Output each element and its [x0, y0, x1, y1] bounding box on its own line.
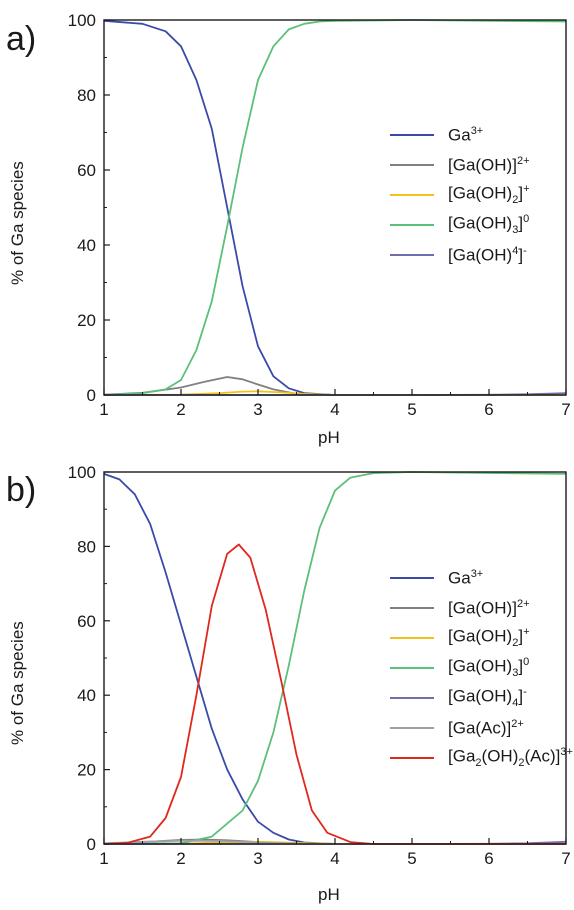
legend-item: [Ga(OH)]2+ — [390, 150, 530, 180]
y-tick-label: 0 — [87, 835, 96, 854]
legend: Ga3+ [Ga(OH)]2+ [Ga(OH)2]+ [Ga(OH)3]0 [Ga(OH… — [390, 120, 530, 270]
legend-label: [Ga(OH)]2+ — [448, 597, 530, 618]
legend-label: [Ga(OH)2]+ — [448, 183, 530, 207]
y-tick-label: 100 — [68, 463, 96, 482]
x-axis-label: pH — [318, 885, 340, 904]
x-tick-label: 1 — [99, 400, 108, 419]
y-tick-label: 20 — [77, 761, 96, 780]
panel-letter-a: a) — [6, 20, 37, 58]
legend-item: [Ga(OH)2]+ — [390, 623, 573, 653]
legend-label: [Ga(OH)4]- — [448, 686, 527, 710]
panel-letter-b: b) — [6, 471, 37, 509]
y-tick-label: 80 — [77, 537, 96, 556]
legend-item: [Ga(OH)4]- — [390, 683, 573, 713]
x-tick-label: 2 — [176, 849, 185, 868]
legend-label: [Ga(OH)]2+ — [448, 154, 530, 175]
y-tick-label: 100 — [68, 11, 96, 30]
plot-area: 1 2 3 4 5 6 7 0 20 40 60 80 100 — [68, 463, 571, 868]
x-tick-label: 5 — [407, 849, 416, 868]
legend-label: [Ga(Ac)]2+ — [448, 717, 524, 738]
chart-panel-a: a) % of Ga species pH 1 2 3 4 5 6 7 0 20 40 60 80 10… — [6, 11, 571, 447]
legend-swatch — [390, 194, 434, 196]
legend-item: Ga3+ — [390, 120, 530, 150]
x-tick-label: 5 — [407, 400, 416, 419]
legend-item: [Ga(Ac)]2+ — [390, 713, 573, 743]
legend-item: [Ga(OH)4]- — [390, 240, 530, 270]
y-tick-label: 60 — [77, 612, 96, 631]
legend-swatch — [390, 637, 434, 639]
x-tick-label: 4 — [330, 400, 339, 419]
legend-item: [Ga(OH)]2+ — [390, 593, 573, 623]
y-tick-label: 60 — [77, 161, 96, 180]
x-tick-label: 2 — [176, 400, 185, 419]
x-tick-label: 3 — [253, 400, 262, 419]
legend-label: Ga3+ — [448, 567, 484, 588]
legend-label: [Ga(OH)2]+ — [448, 626, 530, 650]
y-tick-label: 20 — [77, 311, 96, 330]
legend-swatch — [390, 697, 434, 699]
legend-swatch — [390, 577, 434, 579]
legend-swatch — [390, 164, 434, 166]
chart-panel-b: b) % of Ga species pH 1 2 3 4 5 6 7 0 20 40 60 80 10… — [0, 455, 574, 910]
legend-swatch — [390, 667, 434, 669]
legend-swatch — [390, 254, 434, 256]
x-tick-label: 1 — [99, 849, 108, 868]
x-tick-label: 7 — [561, 849, 570, 868]
series-line-4 — [103, 19, 567, 396]
legend-swatch — [390, 727, 434, 729]
legend-item: [Ga(OH)3]0 — [390, 653, 573, 683]
legend-swatch — [390, 224, 434, 226]
x-tick-label: 6 — [484, 849, 493, 868]
series-line-7 — [103, 543, 566, 845]
x-tick-label: 4 — [330, 849, 339, 868]
legend-item: [Ga(OH)3]0 — [390, 210, 530, 240]
legend-item: Ga3+ — [390, 563, 573, 593]
legend-swatch — [390, 757, 434, 759]
legend-item: [Ga2(OH)2(Ac)]3+ — [390, 743, 573, 773]
legend-label: Ga3+ — [448, 124, 484, 145]
series-line-4 — [103, 471, 567, 845]
plot-area: 1 2 3 4 5 6 7 0 20 40 60 80 100 — [68, 11, 571, 419]
legend-swatch — [390, 607, 434, 609]
legend-label: [Ga2(OH)2(Ac)]3+ — [448, 746, 573, 770]
x-tick-label: 6 — [484, 400, 493, 419]
y-tick-label: 40 — [77, 686, 96, 705]
legend-label: [Ga(OH)3]0 — [448, 656, 530, 680]
x-tick-label: 3 — [253, 849, 262, 868]
y-tick-label: 0 — [87, 386, 96, 405]
legend-label: [Ga(OH)3]0 — [448, 213, 530, 237]
x-tick-label: 7 — [561, 400, 570, 419]
y-tick-label: 80 — [77, 86, 96, 105]
legend-label: [Ga(OH)4]- — [448, 244, 527, 265]
y-tick-label: 40 — [77, 236, 96, 255]
legend: Ga3+ [Ga(OH)]2+ [Ga(OH)2]+ [Ga(OH)3]0 [Ga(OH… — [390, 563, 573, 773]
legend-swatch — [390, 134, 434, 136]
legend-item: [Ga(OH)2]+ — [390, 180, 530, 210]
x-axis-label: pH — [318, 428, 340, 447]
